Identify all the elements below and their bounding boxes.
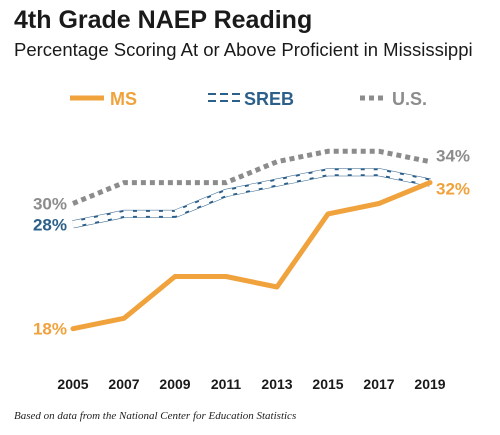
legend-label-sreb: SREB [244, 89, 294, 109]
x-tick-label-2011: 2011 [211, 376, 242, 392]
data-point-us-2017 [379, 151, 380, 152]
legend-item-ms: MS [70, 89, 137, 109]
x-tick-label-2007: 2007 [108, 376, 139, 392]
x-tick-label-2009: 2009 [159, 376, 190, 392]
x-axis: 2005 2007 2009 2011 2013 2015 2017 2019 [57, 376, 445, 392]
data-point-us-2019 [430, 161, 431, 162]
series-line-sreb-dashes [72, 168, 431, 228]
data-point-ms-2017 [379, 203, 380, 204]
data-label-ms-first: 18% [33, 320, 67, 339]
data-point-us-2011 [226, 182, 227, 183]
data-point-ms-2019 [430, 182, 431, 183]
data-point-sreb-2007 [124, 213, 125, 214]
data-point-sreb-2017 [379, 172, 380, 173]
x-tick-label-2017: 2017 [363, 376, 394, 392]
data-point-us-2005 [73, 203, 74, 204]
series-layer [70, 148, 433, 332]
data-point-ms-2005 [73, 328, 74, 329]
chart-subtitle: Percentage Scoring At or Above Proficien… [14, 39, 473, 60]
x-tick-label-2019: 2019 [414, 376, 445, 392]
data-point-us-2015 [328, 151, 329, 152]
series-line-us [72, 148, 431, 206]
legend-item-sreb: SREB [208, 89, 294, 109]
data-point-sreb-2011 [226, 193, 227, 194]
data-label-sreb-first: 28% [33, 215, 67, 234]
data-point-ms-2015 [328, 213, 329, 214]
legend-item-us: U.S. [360, 89, 427, 109]
data-label-layer: 30% 34% 28% 18% 32% [33, 147, 470, 339]
legend-label-ms: MS [110, 89, 137, 109]
chart-title: 4th Grade NAEP Reading [14, 6, 313, 34]
data-point-ms-2007 [124, 318, 125, 319]
series-line-ms [70, 180, 433, 332]
x-tick-label-2005: 2005 [57, 376, 88, 392]
data-point-ms-2009 [175, 276, 176, 277]
data-point-us-2009 [175, 182, 176, 183]
legend-label-us: U.S. [392, 89, 427, 109]
data-point-sreb-2015 [328, 172, 329, 173]
data-label-ms-last: 32% [436, 180, 470, 199]
legend: MS SREB U.S. [70, 89, 427, 109]
data-point-sreb-2013 [277, 182, 278, 183]
data-label-us-last: 34% [436, 147, 470, 166]
data-point-us-2007 [124, 182, 125, 183]
data-point-sreb-2009 [175, 213, 176, 214]
data-point-ms-2011 [226, 276, 227, 277]
data-point-ms-2013 [277, 287, 278, 288]
source-note: Based on data from the National Center f… [14, 410, 297, 422]
x-tick-label-2013: 2013 [261, 376, 292, 392]
data-point-us-2013 [277, 161, 278, 162]
data-point-sreb-2005 [73, 224, 74, 225]
data-label-us-first: 30% [33, 195, 67, 214]
x-tick-label-2015: 2015 [312, 376, 343, 392]
